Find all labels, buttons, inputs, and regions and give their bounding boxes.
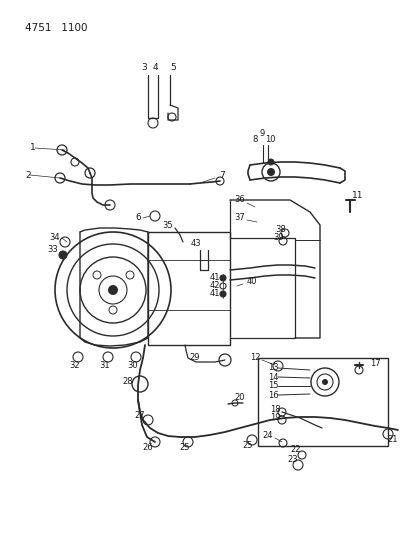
Text: 34: 34 bbox=[50, 233, 60, 243]
Text: 21: 21 bbox=[388, 435, 398, 445]
Text: 41: 41 bbox=[210, 273, 220, 282]
Text: 20: 20 bbox=[235, 393, 245, 402]
Text: 7: 7 bbox=[219, 172, 225, 181]
Text: 3: 3 bbox=[141, 63, 147, 72]
Text: 26: 26 bbox=[143, 443, 153, 453]
Circle shape bbox=[220, 275, 226, 281]
Text: 25: 25 bbox=[243, 440, 253, 449]
Text: 16: 16 bbox=[268, 391, 279, 400]
Text: 13: 13 bbox=[268, 364, 279, 373]
Text: 15: 15 bbox=[268, 382, 279, 391]
Text: 14: 14 bbox=[268, 373, 279, 382]
Text: 28: 28 bbox=[123, 377, 133, 386]
Text: 5: 5 bbox=[170, 63, 176, 72]
Text: 31: 31 bbox=[100, 360, 110, 369]
Text: 40: 40 bbox=[247, 278, 257, 287]
Text: 17: 17 bbox=[370, 359, 380, 367]
Text: 32: 32 bbox=[70, 360, 80, 369]
Text: 2: 2 bbox=[25, 171, 31, 180]
Circle shape bbox=[59, 251, 67, 259]
Text: 8: 8 bbox=[252, 134, 258, 143]
Text: 11: 11 bbox=[352, 190, 364, 199]
Text: 39: 39 bbox=[273, 233, 284, 243]
Bar bbox=[258, 358, 388, 446]
Text: 6: 6 bbox=[135, 214, 141, 222]
Text: 4751   1100: 4751 1100 bbox=[25, 23, 87, 33]
Text: 19: 19 bbox=[270, 414, 281, 423]
Text: 12: 12 bbox=[250, 353, 260, 362]
Text: 35: 35 bbox=[163, 221, 173, 230]
Text: 38: 38 bbox=[275, 225, 286, 235]
Circle shape bbox=[108, 285, 118, 295]
Text: 18: 18 bbox=[270, 406, 281, 415]
Text: 10: 10 bbox=[265, 134, 275, 143]
Text: 22: 22 bbox=[291, 446, 301, 455]
Text: 4: 4 bbox=[152, 63, 158, 72]
Circle shape bbox=[268, 159, 274, 165]
Text: 42: 42 bbox=[210, 281, 220, 290]
Circle shape bbox=[267, 168, 275, 176]
Text: 37: 37 bbox=[235, 214, 245, 222]
Text: 1: 1 bbox=[30, 143, 36, 152]
Text: 33: 33 bbox=[48, 246, 58, 254]
Text: 9: 9 bbox=[259, 130, 265, 139]
Text: 43: 43 bbox=[191, 238, 201, 247]
Text: 23: 23 bbox=[288, 456, 298, 464]
Circle shape bbox=[322, 379, 328, 385]
Text: 29: 29 bbox=[190, 353, 200, 362]
Text: 27: 27 bbox=[135, 410, 145, 419]
Text: 30: 30 bbox=[128, 360, 138, 369]
Text: 25: 25 bbox=[180, 443, 190, 453]
Text: 41: 41 bbox=[210, 289, 220, 298]
Text: 36: 36 bbox=[235, 196, 245, 205]
Circle shape bbox=[220, 291, 226, 297]
Text: 24: 24 bbox=[263, 431, 273, 440]
